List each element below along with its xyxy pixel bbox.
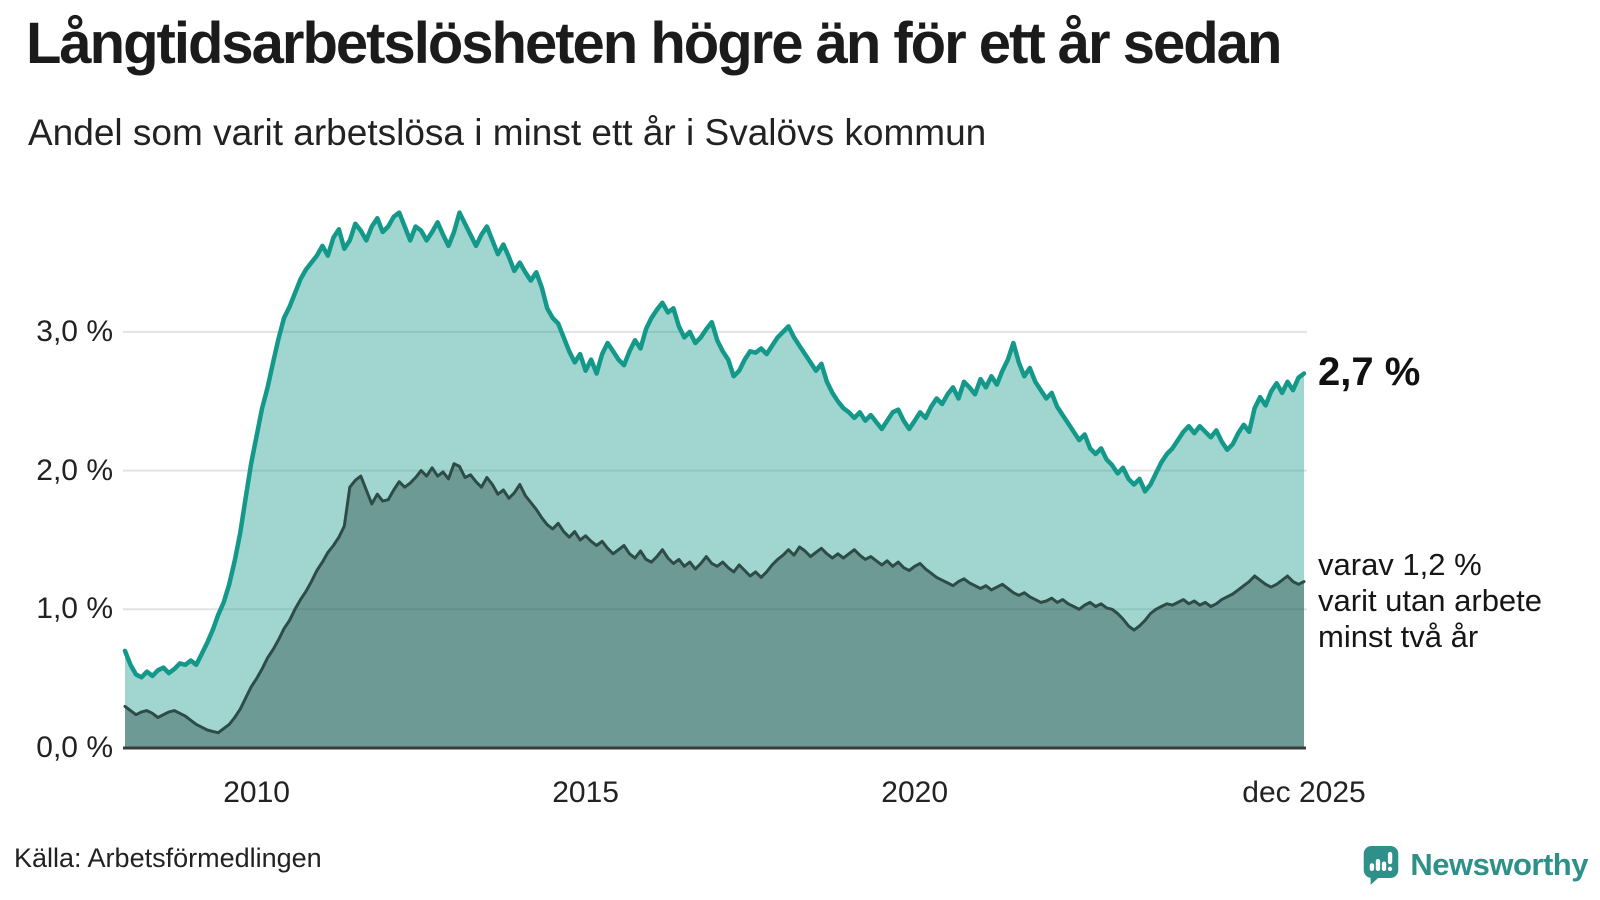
newsworthy-logo[interactable]: Newsworthy	[1362, 844, 1588, 886]
newsworthy-wordmark: Newsworthy	[1410, 847, 1588, 882]
series-area-0	[125, 212, 1304, 749]
latest-value-annotation: 2,7 %	[1318, 350, 1421, 394]
series-line-1	[123, 462, 1306, 735]
y-tick-label: 0,0 %	[36, 731, 113, 764]
series-line-0	[122, 210, 1307, 680]
x-tick-label: 2015	[552, 776, 619, 809]
source-credit: Källa: Arbetsförmedlingen	[14, 843, 322, 873]
y-tick-label: 1,0 %	[36, 592, 113, 626]
secondary-annotation-line: minst två år	[1318, 619, 1479, 654]
page-title: Långtidsarbetslösheten högre än för ett …	[26, 11, 1282, 76]
series-area-1	[125, 463, 1304, 748]
chart-subtitle: Andel som varit arbetslösa i minst ett å…	[28, 112, 987, 153]
x-tick-label: 2010	[223, 776, 290, 809]
x-tick-label: 2020	[881, 776, 949, 809]
newsworthy-logo-icon	[1364, 846, 1399, 885]
secondary-annotation: varav 1,2 % varit utan arbete minst två …	[1318, 547, 1542, 655]
y-tick-label: 3,0 %	[36, 314, 113, 348]
secondary-annotation-line: varit utan arbete	[1318, 583, 1543, 618]
secondary-annotation-line: varav 1,2 %	[1318, 547, 1482, 582]
x-tick-label: dec 2025	[1242, 776, 1366, 809]
y-tick-label: 2,0 %	[36, 453, 113, 487]
